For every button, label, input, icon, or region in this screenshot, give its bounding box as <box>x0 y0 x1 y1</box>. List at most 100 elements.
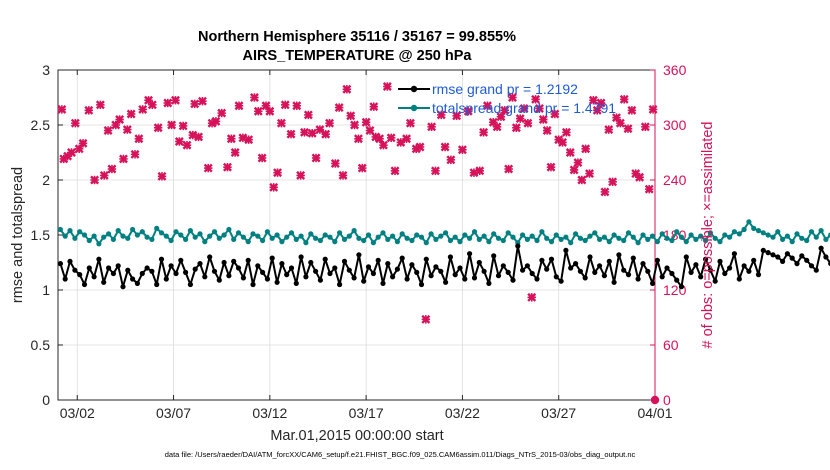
rmse-point <box>279 261 285 267</box>
rmse-point <box>553 274 559 280</box>
y-axis-right-label: # of obs: o=possible; ×=assimilated <box>700 122 716 349</box>
rmse-point <box>486 280 492 286</box>
rmse-point <box>630 255 636 261</box>
totalspread-point <box>125 235 131 241</box>
totalspread-point <box>645 236 651 242</box>
obs-assimilated-marker <box>421 314 431 324</box>
rmse-point <box>755 272 762 278</box>
rmse-point <box>134 280 140 286</box>
rmse-point <box>322 256 328 262</box>
totalspread-point <box>577 235 584 241</box>
rmse-point <box>351 275 357 281</box>
obs-assimilated-marker <box>369 102 379 112</box>
totalspread-point <box>524 236 531 242</box>
totalspread-point <box>183 236 189 242</box>
totalspread-point <box>409 237 415 244</box>
rmse-point <box>722 270 728 277</box>
obs-assimilated-marker <box>405 118 415 128</box>
obs-assimilated-marker <box>527 292 537 302</box>
rmse-point <box>520 267 526 273</box>
legend-marker-totalspread <box>410 104 418 112</box>
rmse-point <box>154 281 160 288</box>
totalspread-point <box>717 239 723 245</box>
totalspread-point <box>616 235 622 241</box>
rmse-point <box>606 258 612 264</box>
totalspread-point <box>476 236 482 242</box>
obs-assimilated-marker <box>436 110 446 120</box>
obs-assimilated-marker <box>635 172 645 182</box>
obs-assimilated-marker <box>452 111 462 121</box>
obs-assimilated-marker <box>508 93 517 102</box>
totalspread-point <box>313 235 319 241</box>
rmse-point <box>818 245 824 251</box>
rmse-point <box>125 267 131 273</box>
obs-assimilated-marker <box>600 187 610 197</box>
totalspread-point <box>486 239 492 245</box>
rmse-point <box>211 268 218 274</box>
totalspread-point <box>130 226 136 233</box>
rmse-point <box>91 274 97 280</box>
rmse-point <box>101 279 107 285</box>
y-axis-left: 0 0.5 1 1.5 2 2.5 3 <box>31 62 63 408</box>
totalspread-point <box>207 233 213 239</box>
rmse-point <box>495 273 502 279</box>
obs-assimilated-marker <box>126 109 136 119</box>
totalspread-point <box>72 235 78 241</box>
rmse-point <box>269 255 275 261</box>
totalspread-point <box>635 240 641 246</box>
rmse-point <box>467 251 473 257</box>
totalspread-point <box>216 235 222 241</box>
rmse-point <box>57 261 64 267</box>
obs-assimilated-marker <box>585 169 594 179</box>
rmse-point <box>573 261 579 267</box>
totalspread-point <box>192 234 198 240</box>
totalspread-point <box>765 232 771 238</box>
obs-assimilated-marker <box>134 134 144 144</box>
rmse-point <box>250 281 256 288</box>
rmse-point <box>751 257 757 263</box>
obs-assimilated-marker <box>361 117 371 127</box>
rmse-point <box>813 267 819 273</box>
obs-assimilated-marker <box>249 93 259 102</box>
totalspread-series <box>57 219 830 247</box>
totalspread-point <box>640 232 646 238</box>
obs-assimilated-marker <box>644 184 654 194</box>
totalspread-point <box>573 231 579 237</box>
rmse-point <box>621 267 627 273</box>
totalspread-point <box>120 233 126 239</box>
totalspread-point <box>558 236 564 242</box>
totalspread-point <box>813 234 819 240</box>
totalspread-point <box>698 233 704 239</box>
totalspread-point <box>500 237 506 244</box>
totalspread-point <box>154 225 160 231</box>
totalspread-point <box>168 237 174 244</box>
rmse-point <box>577 268 584 274</box>
rmse-point <box>207 254 213 260</box>
totalspread-point <box>621 237 627 244</box>
y-left-tick-label: 1 <box>42 282 50 298</box>
rmse-point <box>337 281 343 288</box>
rmse-point <box>231 258 237 264</box>
rmse-point <box>404 276 410 282</box>
x-tick-label: 03/22 <box>445 405 480 421</box>
totalspread-line <box>59 220 830 245</box>
obs-assimilated-marker <box>519 104 529 113</box>
rmse-point <box>678 284 685 290</box>
totalspread-point <box>197 231 203 237</box>
totalspread-point <box>380 230 386 236</box>
obs-assimilated-marker <box>321 129 331 139</box>
totalspread-point <box>443 230 449 236</box>
rmse-point <box>168 263 174 269</box>
rmse-point <box>173 270 179 277</box>
totalspread-point <box>57 226 64 233</box>
obs-assimilated-marker <box>565 148 575 157</box>
rmse-point <box>645 268 651 274</box>
rmse-point <box>717 258 723 264</box>
rmse-point <box>544 266 550 272</box>
rmse-point <box>587 254 593 260</box>
rmse-point <box>130 276 136 282</box>
obs-assimilated-marker <box>402 134 412 144</box>
totalspread-point <box>462 232 468 238</box>
obs-assimilated-marker <box>217 108 227 118</box>
rmse-point <box>669 270 675 277</box>
